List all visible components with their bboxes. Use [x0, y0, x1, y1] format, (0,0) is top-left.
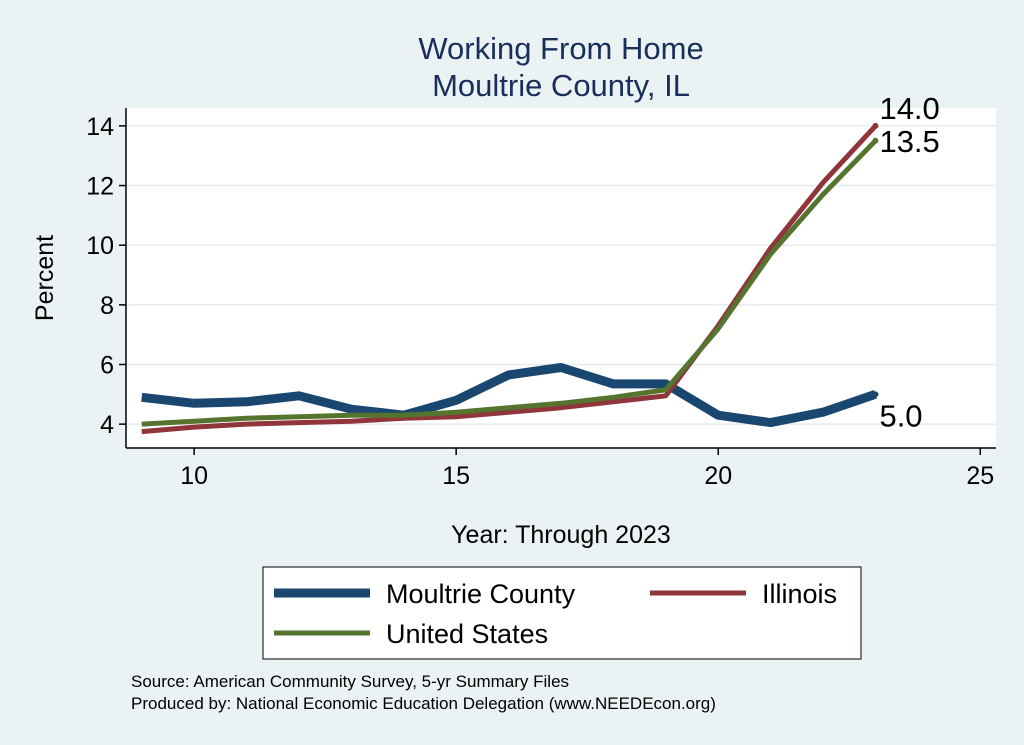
legend-label-moultrie-county: Moultrie County — [386, 579, 576, 609]
chart-title-line-2: Moultrie County, IL — [432, 68, 690, 103]
legend-box — [262, 566, 862, 660]
x-tick-label-10: 10 — [180, 462, 208, 490]
y-tick-label-4: 4 — [100, 411, 114, 439]
x-tick-label-20: 20 — [704, 462, 732, 490]
y-axis-label: Percent — [31, 235, 59, 321]
series-end-point-illinois — [872, 122, 879, 129]
end-label-moultrie-county: 5.0 — [879, 398, 922, 433]
x-ticks: 10 15 20 25 — [180, 448, 994, 490]
series-end-point-moultrie-county — [872, 391, 879, 398]
y-tick-label-10: 10 — [86, 232, 114, 260]
end-labels: 5.0 14.013.5 — [879, 91, 939, 433]
series-line-illinois — [141, 124, 878, 435]
legend-label-united-states: United States — [386, 619, 548, 649]
series-end-point-united-states — [872, 137, 879, 144]
y-ticks: 4 6 8 10 12 14 — [86, 113, 126, 439]
end-label-united-states: 13.5 — [879, 124, 939, 159]
series-line-moultrie-county — [141, 363, 877, 428]
legend: Moultrie County Illinois United States — [274, 579, 837, 649]
end-label-illinois: 14.0 — [879, 91, 939, 126]
x-tick-label-15: 15 — [442, 462, 470, 490]
series-layer — [141, 122, 879, 435]
x-axis-label: Year: Through 2023 — [451, 521, 671, 549]
y-tick-label-14: 14 — [86, 113, 114, 141]
x-tick-label-25: 25 — [966, 462, 994, 490]
series-line-united-states — [141, 139, 878, 427]
y-tick-label-12: 12 — [86, 173, 114, 201]
y-tick-label-8: 8 — [100, 292, 114, 320]
chart-title-line-1: Working From Home — [418, 31, 703, 66]
legend-label-illinois: Illinois — [762, 579, 837, 609]
y-tick-label-6: 6 — [100, 351, 114, 379]
source-note: Source: American Community Survey, 5-yr … — [131, 672, 569, 691]
producer-note: Produced by: National Economic Education… — [131, 694, 716, 713]
